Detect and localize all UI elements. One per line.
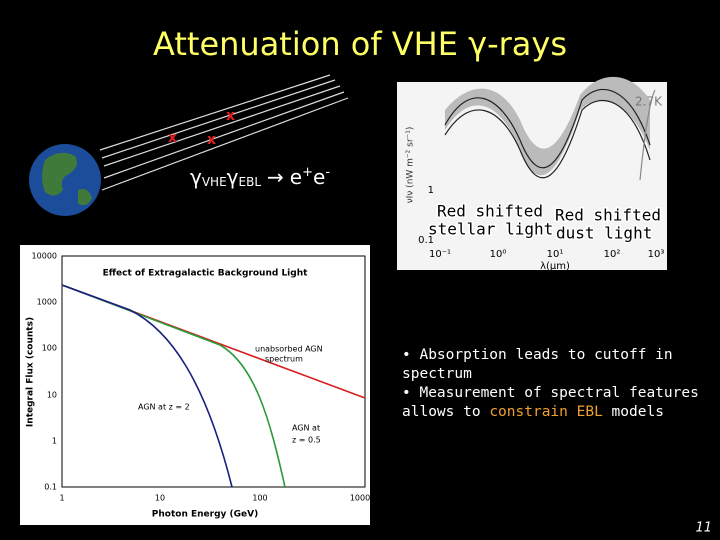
electron: e xyxy=(313,165,325,189)
y-tick-label: 0.1 xyxy=(418,235,434,246)
arrow: → xyxy=(267,165,284,189)
subscript: EBL xyxy=(239,175,262,189)
x-tick-label: 10⁰ xyxy=(490,249,507,260)
figure-title: Effect of Extragalactic Background Light xyxy=(103,269,309,279)
y-tick-label: 10000 xyxy=(32,252,57,261)
ebl-band xyxy=(445,76,650,176)
gamma: γ xyxy=(190,165,202,189)
bullet: • Measurement of spectral features allow… xyxy=(402,385,699,420)
svg-text:x: x xyxy=(207,132,216,148)
y-tick-label: 100 xyxy=(42,344,57,353)
ebl-curves xyxy=(444,88,656,181)
svg-text:x: x xyxy=(168,130,177,146)
flux-curves xyxy=(61,284,366,488)
annotation: Red shifted xyxy=(555,206,661,225)
subscript: VHE xyxy=(202,175,227,189)
y-ticks: 10000 1000 100 10 1 0.1 xyxy=(32,252,57,492)
highlight: constrain EBL xyxy=(489,404,603,420)
annotation: z = 0.5 xyxy=(292,436,321,445)
x-axis-label: λ(μm) xyxy=(540,261,570,272)
x-tick-label: 1000 xyxy=(350,494,370,503)
annotation: AGN at xyxy=(292,424,320,433)
x-tick-label: 10⁻¹ xyxy=(429,249,451,260)
z05-curve xyxy=(61,284,286,488)
y-tick-label: 1 xyxy=(428,185,434,196)
y-tick-label: 1 xyxy=(52,437,57,446)
flux-panel xyxy=(20,245,370,525)
x-axis-label: Photon Energy (GeV) xyxy=(152,510,258,520)
bullet: • Absorption leads to cutoff in spectrum xyxy=(402,347,673,382)
x-ticks: 10⁻¹ 10⁰ 10¹ 10² 10³ xyxy=(429,249,664,260)
x-tick-label: 100 xyxy=(252,494,267,503)
x-ticks: 1 10 100 1000 xyxy=(59,494,370,503)
annotation: AGN at z = 2 xyxy=(138,403,190,412)
bullet-text: Absorption leads to cutoff in spectrum xyxy=(402,347,673,382)
ebl-annotations: Red shifted stellar light Red shifted du… xyxy=(427,200,663,244)
bullet-text: models xyxy=(602,404,664,420)
y-axis-label: Integral Flux (counts) xyxy=(26,317,36,427)
slide-title: Attenuation of VHE γ-rays xyxy=(153,25,567,63)
annotation: Red shifted xyxy=(437,202,543,221)
earth-land xyxy=(42,152,92,206)
annotation: spectrum xyxy=(265,355,303,364)
z2-curve xyxy=(61,284,233,488)
reaction: γVHEγEBL → e+e- xyxy=(190,165,330,189)
annotation: stellar light xyxy=(428,220,553,239)
superscript: - xyxy=(325,165,330,180)
bullet-text: Measurement of spectral features allows … xyxy=(402,385,699,420)
page-number: 11 xyxy=(695,521,712,536)
superscript: + xyxy=(302,165,313,180)
x-tick-label: 10² xyxy=(604,249,621,260)
y-tick-label: 0.1 xyxy=(44,483,57,492)
gamma: γ xyxy=(227,165,239,189)
bullet-list: • Absorption leads to cutoff in spectrum… xyxy=(402,346,717,422)
y-tick-label: 1000 xyxy=(37,298,57,307)
x-tick-label: 1 xyxy=(59,494,64,503)
x-tick-label: 10¹ xyxy=(547,249,564,260)
cmb-label: 2.7K xyxy=(635,95,663,109)
y-tick-label: 10 xyxy=(47,391,57,400)
annotation: dust light xyxy=(556,224,652,243)
rays xyxy=(99,74,349,191)
interaction-marks: xx x xyxy=(168,108,235,148)
plot-frame xyxy=(61,255,366,488)
electron: e xyxy=(290,165,302,189)
ebl-panel xyxy=(397,82,667,270)
flux-annotations: unabsorbed AGN spectrum AGN at z = 2 AGN… xyxy=(138,345,323,445)
x-tick-label: 10³ xyxy=(648,249,665,260)
svg-text:x: x xyxy=(226,108,235,124)
y-axis-label: νIν (nW m⁻² sr⁻¹) xyxy=(406,127,416,204)
annotation: unabsorbed AGN xyxy=(255,345,323,354)
x-tick-label: 10 xyxy=(155,494,165,503)
